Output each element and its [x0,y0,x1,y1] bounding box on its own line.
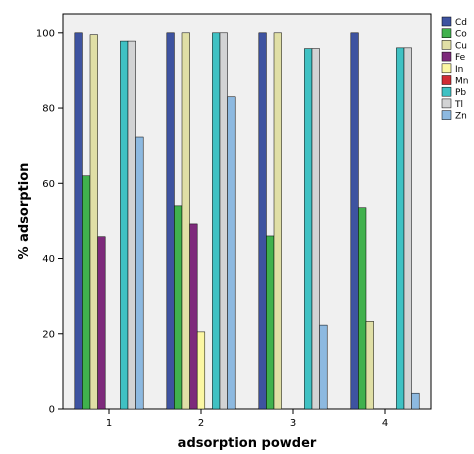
bar-pb-1 [120,40,129,410]
legend-swatch-tl [441,98,452,109]
bar-co-3 [266,235,275,410]
bar-cd-2 [166,32,175,410]
bar-pb-4 [396,47,405,410]
y-tick-label: 0 [49,405,55,416]
legend-label-in: In [455,65,463,75]
x-tick-label: 2 [198,418,204,429]
y-tick-label: 40 [42,254,55,265]
bar-in-2 [196,331,206,410]
bar-pb-3 [304,48,313,410]
x-tick-label: 3 [290,418,296,429]
bar-zn-4 [411,392,420,410]
y-tick-label: 20 [42,329,55,340]
legend-swatch-pb [441,86,452,97]
bar-co-1 [82,175,91,410]
bar-tl-2 [219,32,228,410]
legend-label-zn: Zn [455,112,467,122]
legend-swatch-co [441,28,452,38]
legend-swatch-zn [441,110,452,120]
y-tick-label: 100 [36,28,55,39]
bar-zn-1 [135,136,144,410]
y-axis: 0 20 40 60 80 100 [36,28,63,416]
y-tick-label: 60 [42,179,55,190]
bar-tl-4 [403,47,412,410]
bar-cu-2 [181,32,190,410]
bar-co-4 [358,207,367,410]
bar-cd-3 [258,32,267,410]
legend-label-pb: Pb [455,88,466,98]
legend-label-co: Co [455,30,467,40]
plot-area [62,13,432,410]
bar-cu-3 [273,32,282,410]
legend-label-cd: Cd [455,18,467,28]
bar-fe-2 [189,223,198,410]
x-axis-label: adsorption powder [178,436,317,451]
legend-swatch-cu [441,40,452,50]
bar-zn-3 [319,324,328,410]
legend-label-mn: Mn [455,77,468,87]
bar-fe-1 [97,236,106,410]
bar-pb-2 [212,32,221,410]
bar-zn-2 [227,96,236,410]
legend-label-tl: Tl [454,100,463,110]
x-tick-label: 4 [382,418,388,429]
bars-layer [74,32,420,410]
x-tick-label: 1 [106,418,112,429]
legend-swatch-cd [441,16,452,27]
bar-cd-1 [74,32,83,410]
y-tick-label: 80 [42,104,55,115]
legend-swatch-fe [441,51,452,62]
legend-label-cu: Cu [455,41,467,51]
bar-tl-1 [127,40,136,410]
y-axis-label: % adsorption [17,163,32,260]
legend-label-fe: Fe [455,53,466,63]
bar-co-2 [174,205,183,410]
legend-swatch-in [441,63,452,74]
x-axis: 1 2 3 4 [106,409,388,429]
bar-cu-4 [365,321,374,410]
bar-cu-1 [89,34,98,410]
legend-swatch-mn [441,75,452,85]
bar-cd-4 [350,32,359,410]
bar-tl-3 [311,48,320,410]
